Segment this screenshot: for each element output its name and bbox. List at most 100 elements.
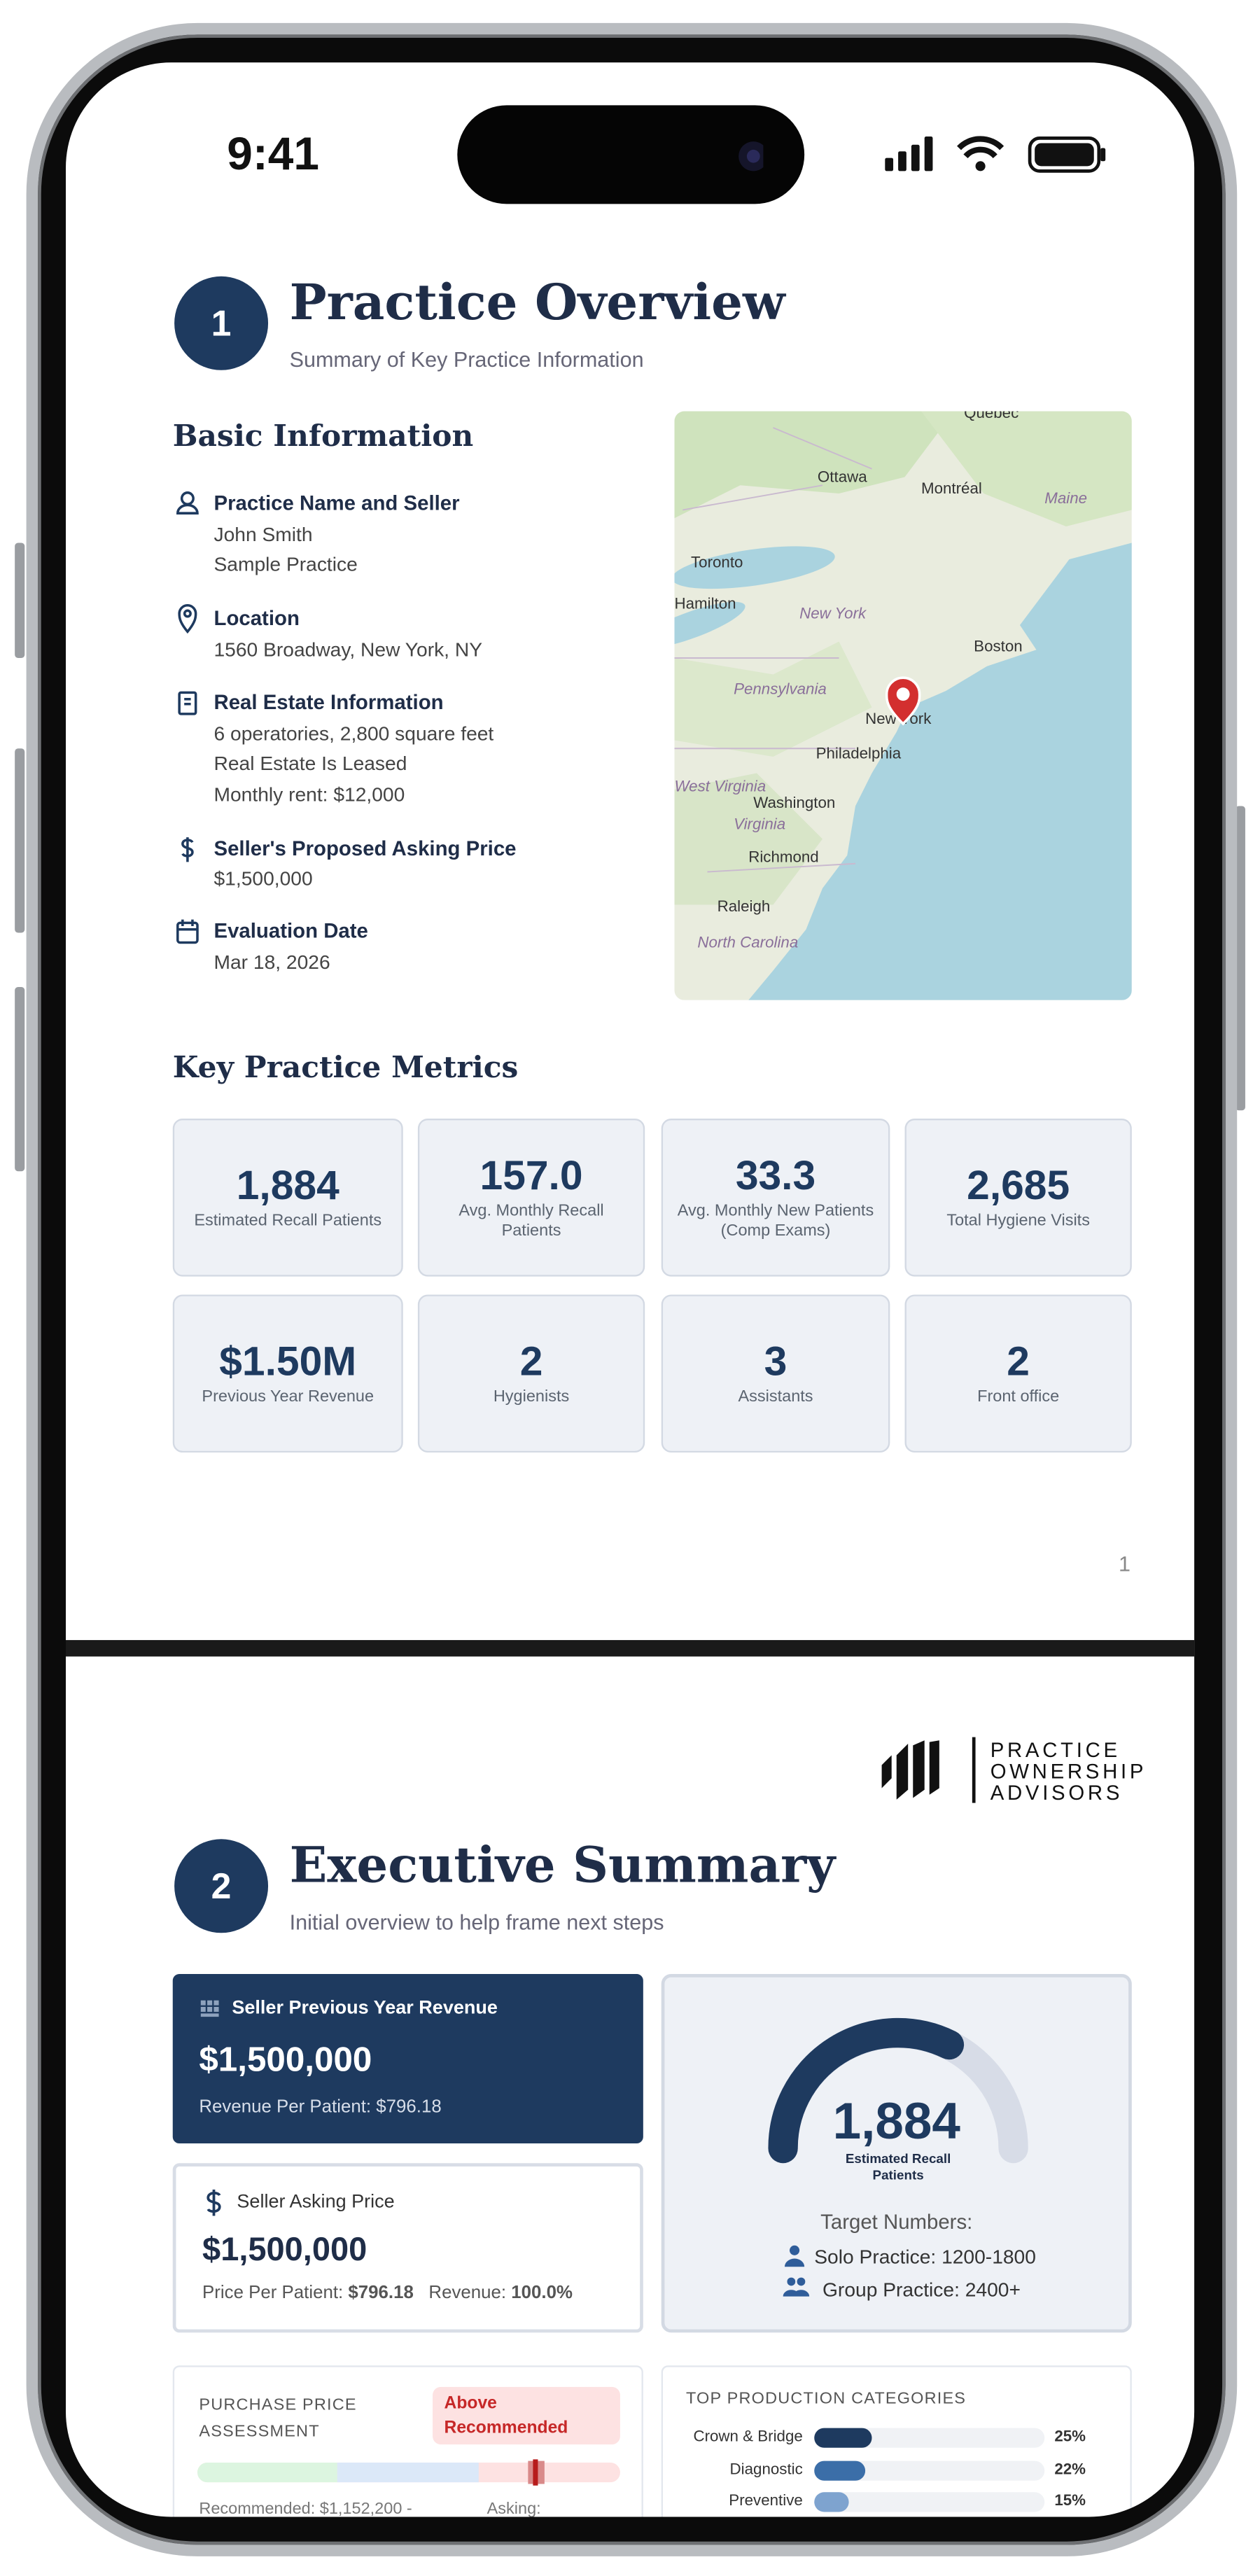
section-title: Executive Summary (289, 1837, 836, 1896)
info-label: Real Estate Information (214, 690, 444, 714)
map-label: North Carolina (697, 934, 798, 951)
note-value: $796.18 (348, 2283, 414, 2303)
metric-card: 157.0 Avg. Monthly Recall Patients (417, 1118, 645, 1277)
share-track (814, 2492, 1045, 2512)
metric-card: 33.3 Avg. Monthly New Patients (Comp Exam… (661, 1118, 890, 1277)
logo-mark (881, 1740, 939, 1800)
info-line: John Smith (214, 523, 313, 547)
metric-value: 1,884 (236, 1163, 340, 1210)
metric-label: Front office (977, 1388, 1060, 1407)
side-button (15, 748, 25, 933)
section-number: 1 (174, 276, 269, 370)
logo-divider (972, 1737, 975, 1803)
map-label: Richmond (748, 848, 818, 865)
metric-value: 157.0 (479, 1153, 583, 1200)
side-button (15, 542, 25, 658)
share-bar (814, 2492, 849, 2512)
metric-card: $1.50M Previous Year Revenue (172, 1294, 403, 1453)
map-label: West Virginia (674, 777, 766, 794)
assessment-bar (197, 2459, 620, 2486)
map-label: Maine (1044, 489, 1087, 507)
section-title: Practice Overview (289, 274, 785, 332)
card-icon (206, 2189, 221, 2216)
camera (738, 141, 764, 172)
map-label: Boston (974, 638, 1022, 655)
target-line: Group Practice: 2400+ (822, 2278, 1021, 2302)
metric-card: 2 Front office (904, 1294, 1132, 1453)
category-name: Diagnostic (729, 2460, 803, 2479)
metric-card: 2,685 Total Hygiene Visits (904, 1118, 1132, 1277)
metric-card: 2 Hygienists (417, 1294, 645, 1453)
note-label: Price Per Patient: (202, 2283, 344, 2303)
category-name: Crown & Bridge (693, 2428, 803, 2446)
info-line: Mar 18, 2026 (214, 951, 330, 974)
assessment-note: Recommended: $1,152,200 - (199, 2500, 412, 2517)
note-label: Revenue: (428, 2283, 507, 2303)
logo-text: ADVISORS (990, 1782, 1124, 1805)
target-line: Solo Practice: 1200-1800 (814, 2245, 1036, 2269)
metric-card: 1,884 Estimated Recall Patients (172, 1118, 403, 1277)
note-value: 100.0% (511, 2283, 573, 2303)
card-note: Revenue Per Patient: $796.18 (199, 2097, 442, 2118)
metric-label: Total Hygiene Visits (946, 1212, 1090, 1231)
info-icons (176, 491, 199, 944)
map-label: Toronto (691, 554, 743, 571)
map-label: Montréal (921, 479, 982, 497)
share-bar (814, 2428, 872, 2448)
metric-label: Assistants (738, 1388, 813, 1407)
metric-label: Previous Year Revenue (202, 1388, 374, 1407)
side-button (1235, 806, 1245, 1111)
map-label: Ottawa (818, 468, 867, 486)
screen-content: 9:41 1 Practice Overview Summary of Key … (66, 62, 1195, 2517)
card-value: $1,500,000 (199, 2041, 372, 2080)
logo-text: PRACTICE (990, 1738, 1121, 1762)
metric-label: Avg. Monthly Recall Patients (458, 1202, 604, 1240)
metric-value: 2 (519, 1338, 543, 1385)
page-divider (66, 1639, 1195, 1657)
info-label: Location (214, 607, 300, 631)
map-label: Québec (964, 412, 1018, 421)
metric-value: 3 (764, 1338, 788, 1385)
category-share: 22% (1054, 2460, 1086, 2479)
category-name: Preventive (729, 2492, 803, 2511)
card-note: Price Per Patient: $796.18 Revenue: 100.… (202, 2283, 573, 2303)
map-pin (885, 676, 921, 726)
assessment-title: PURCHASE PRICE ASSESSMENT (199, 2396, 357, 2442)
card-title: Seller Asking Price (237, 2192, 395, 2213)
info-line: 1560 Broadway, New York, NY (214, 638, 483, 662)
metric-label: Estimated Recall Patients (194, 1212, 382, 1231)
map: Québec Ottawa Montréal Maine Toronto Ham… (674, 411, 1132, 1000)
metric-card: 3 Assistants (661, 1294, 890, 1453)
status-icons (885, 136, 1106, 173)
card-icon (200, 2000, 219, 2017)
screen: 9:41 1 Practice Overview Summary of Key … (66, 62, 1195, 2517)
info-line: 6 operatories, 2,800 square feet (214, 722, 494, 746)
map-label: Washington (753, 794, 835, 811)
info-label: Evaluation Date (214, 919, 368, 943)
section-number: 2 (174, 1839, 269, 1933)
subheading: Key Practice Metrics (172, 1051, 519, 1086)
map-label: New York (799, 605, 867, 622)
assessment-card (172, 2365, 643, 2517)
info-label: Seller's Proposed Asking Price (214, 837, 517, 861)
info-line: Monthly rent: $12,000 (214, 783, 405, 806)
production-title: TOP PRODUCTION CATEGORIES (685, 2390, 967, 2409)
card-title: Seller Previous Year Revenue (232, 1998, 498, 2019)
gauge-value: 1,884 (832, 2092, 960, 2150)
status-time: 9:41 (227, 128, 320, 180)
category-share: 25% (1054, 2428, 1086, 2446)
metric-label: Hygienists (493, 1388, 570, 1407)
map-label: Raleigh (718, 897, 771, 915)
share-bar (814, 2460, 865, 2480)
assessment-note: Asking: (486, 2500, 541, 2517)
subheading: Basic Information (172, 419, 474, 454)
page-number: 1 (1118, 1551, 1131, 1576)
gauge (768, 2017, 1028, 2164)
production-card (661, 2365, 1132, 2517)
info-line: $1,500,000 (214, 867, 313, 890)
map-label: Hamilton (674, 595, 736, 612)
map-label: Virginia (734, 815, 785, 832)
